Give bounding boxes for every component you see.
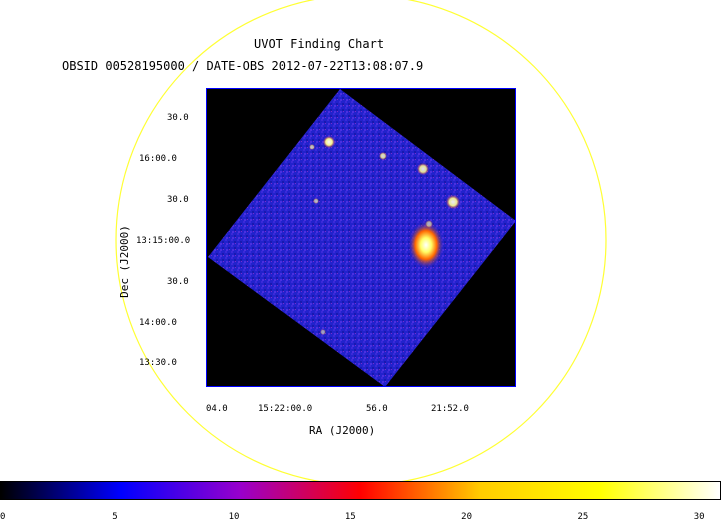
x-tick: 15:22:00.0 bbox=[258, 404, 313, 414]
y-tick: 13:15:00.0 bbox=[136, 236, 191, 246]
star-source bbox=[446, 195, 460, 209]
colorbar-tick-label: 30 bbox=[693, 512, 705, 521]
y-tick: 30.0 bbox=[167, 113, 189, 123]
galaxy-source bbox=[408, 221, 444, 269]
y-tick: 16:00.0 bbox=[139, 154, 177, 164]
y-tick: 30.0 bbox=[167, 277, 189, 287]
star-source bbox=[379, 152, 387, 160]
x-tick: 56.0 bbox=[366, 404, 388, 414]
y-axis-label: Dec (J2000) bbox=[117, 225, 131, 298]
star-source bbox=[417, 163, 429, 175]
star-source bbox=[313, 198, 319, 204]
chart-subtitle: OBSID 00528195000 / DATE-OBS 2012-07-22T… bbox=[62, 59, 424, 73]
exposure-region bbox=[208, 89, 515, 386]
colorbar-tick-label: 0 bbox=[0, 512, 6, 521]
y-tick: 30.0 bbox=[167, 195, 189, 205]
chart-title: UVOT Finding Chart bbox=[254, 37, 385, 51]
x-tick: 21:52.0 bbox=[431, 404, 469, 414]
sky-image bbox=[208, 89, 515, 386]
colorbar-tick-label: 25 bbox=[577, 512, 589, 521]
star-source bbox=[309, 144, 315, 150]
x-tick: 04.0 bbox=[206, 404, 228, 414]
star-source bbox=[323, 136, 335, 148]
colorbar-tick-label: 20 bbox=[461, 512, 472, 521]
colorbar-tick-label: 10 bbox=[228, 512, 240, 521]
x-axis-label: RA (J2000) bbox=[309, 424, 376, 437]
y-tick: 13:30.0 bbox=[139, 358, 177, 368]
colorbar-tick-label: 5 bbox=[112, 512, 118, 521]
y-tick: 14:00.0 bbox=[139, 318, 177, 328]
point-sources bbox=[309, 136, 460, 335]
colorbar-tick-label: 15 bbox=[344, 512, 356, 521]
colorbar bbox=[0, 481, 721, 500]
star-source bbox=[320, 329, 326, 335]
image-frame bbox=[206, 88, 516, 387]
star-source bbox=[425, 220, 433, 228]
